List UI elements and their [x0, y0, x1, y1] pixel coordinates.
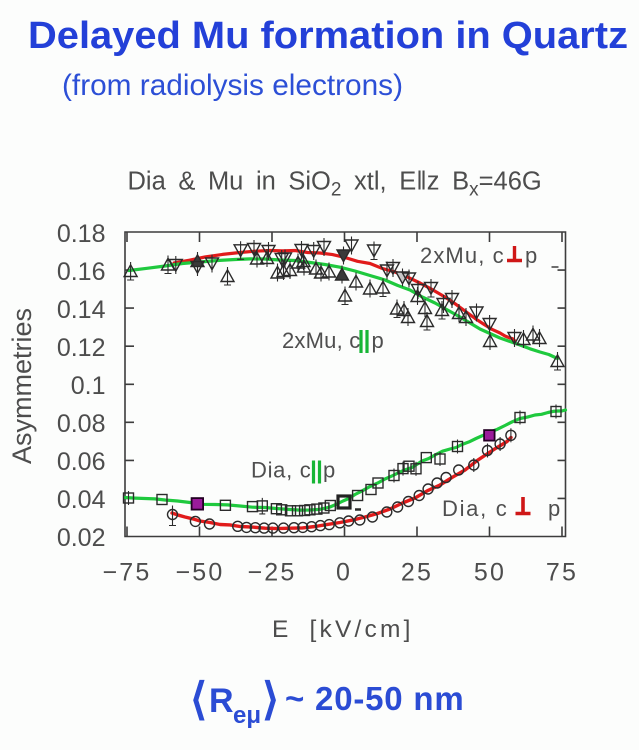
svg-text:0.02: 0.02 — [57, 524, 106, 552]
svg-text:2xMu, c: 2xMu, c — [420, 243, 505, 268]
svg-text:0.08: 0.08 — [57, 410, 106, 438]
svg-text:⟨: ⟨ — [190, 675, 207, 724]
svg-text:Delayed Mu formation in Quartz: Delayed Mu formation in Quartz — [28, 15, 628, 57]
svg-text:−75: −75 — [102, 559, 151, 587]
svg-text:p: p — [548, 496, 560, 521]
svg-text:−25: −25 — [247, 559, 296, 587]
svg-text:0.16: 0.16 — [57, 258, 106, 286]
svg-text:Dia, c: Dia, c — [251, 458, 311, 483]
svg-text:Asymmetries: Asymmetries — [7, 308, 37, 464]
svg-text:2xMu, c: 2xMu, c — [282, 328, 360, 353]
svg-text:0: 0 — [336, 559, 352, 587]
svg-text:(from radiolysis electrons): (from radiolysis electrons) — [62, 69, 403, 102]
svg-text:0.12: 0.12 — [57, 334, 106, 362]
svg-text:0.1: 0.1 — [71, 372, 106, 400]
svg-text:p: p — [323, 458, 335, 483]
svg-text:~ 20-50 nm: ~ 20-50 nm — [285, 680, 465, 717]
svg-text:p: p — [525, 243, 537, 268]
svg-text:E [kV/cm]: E [kV/cm] — [272, 616, 414, 643]
svg-text:0.06: 0.06 — [57, 448, 106, 476]
svg-text:⟩: ⟩ — [262, 675, 279, 724]
svg-text:75: 75 — [546, 559, 578, 587]
svg-text:0.04: 0.04 — [57, 486, 106, 514]
svg-text:0.14: 0.14 — [57, 296, 106, 324]
svg-text:25: 25 — [401, 559, 433, 587]
svg-text:eμ: eμ — [233, 702, 261, 729]
svg-text:Dia, c: Dia, c — [442, 496, 508, 521]
svg-text:50: 50 — [474, 559, 506, 587]
svg-text:−50: −50 — [175, 559, 224, 587]
svg-text:0.18: 0.18 — [57, 220, 106, 248]
svg-text:p: p — [372, 328, 384, 353]
svg-text:R: R — [209, 682, 234, 720]
